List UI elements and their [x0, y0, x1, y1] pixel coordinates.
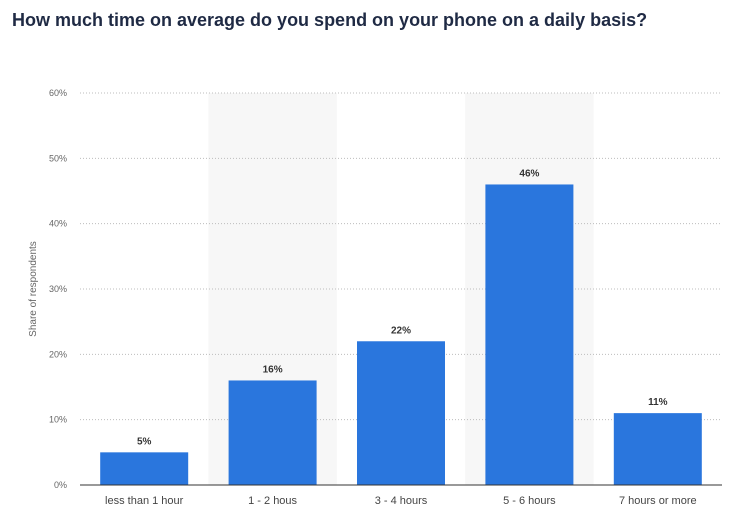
x-tick-label: 7 hours or more	[619, 495, 697, 507]
bars	[100, 184, 702, 485]
x-tick-label: 1 - 2 hous	[248, 495, 297, 507]
data-label: 16%	[263, 364, 283, 375]
y-tick-label: 50%	[49, 153, 67, 163]
y-tick-label: 60%	[49, 88, 67, 98]
x-tick-label: 5 - 6 hours	[503, 495, 556, 507]
data-label: 11%	[648, 397, 668, 408]
data-label: 22%	[391, 325, 411, 336]
y-tick-label: 40%	[49, 219, 67, 229]
data-label: 46%	[519, 168, 539, 179]
y-tick-label: 30%	[49, 284, 67, 294]
y-tick-label: 10%	[49, 415, 67, 425]
x-tick-labels: less than 1 hour 1 - 2 hous 3 - 4 hours 5 -…	[105, 495, 697, 507]
y-tick-labels: 0% 10% 20% 30% 40% 50% 60%	[49, 88, 67, 490]
data-label: 5%	[137, 436, 152, 447]
bar[interactable]	[357, 341, 445, 485]
y-tick-label: 20%	[49, 349, 67, 359]
bar[interactable]	[613, 413, 702, 485]
bar[interactable]	[100, 452, 189, 485]
y-axis-label: Share of respondents	[28, 241, 39, 337]
bar[interactable]	[485, 184, 574, 485]
y-tick-label: 0%	[54, 480, 67, 490]
chart-title: How much time on average do you spend on…	[12, 10, 648, 30]
bar[interactable]	[228, 380, 317, 485]
x-tick-label: less than 1 hour	[105, 495, 184, 507]
data-labels: 5% 16% 22% 46% 11%	[137, 168, 668, 447]
x-tick-label: 3 - 4 hours	[375, 495, 428, 507]
